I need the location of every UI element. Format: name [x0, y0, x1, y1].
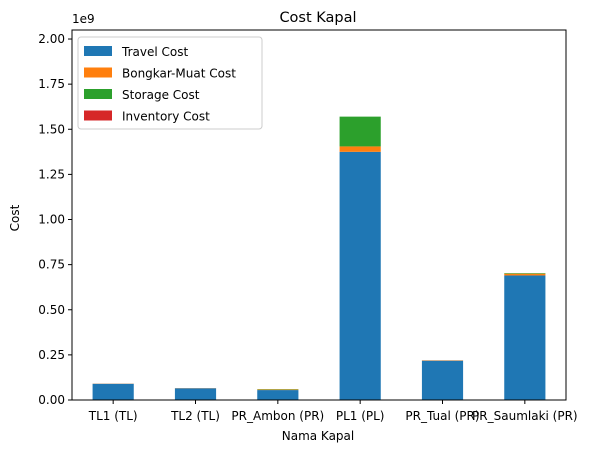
bar-segment-0-4 [421, 360, 464, 400]
bar-segment-1-2 [257, 389, 299, 391]
bars-group [92, 116, 546, 400]
bar-segment-2-5 [504, 273, 546, 274]
y-tick-label: 2.00 [38, 32, 65, 46]
x-axis-label: Nama Kapal [282, 429, 355, 443]
bar-segment-0-2 [257, 390, 299, 400]
legend-swatch [84, 46, 112, 56]
x-tick-label: PR_Ambon (PR) [231, 409, 324, 423]
y-tick-label: 0.50 [38, 303, 65, 317]
y-tick-label: 1.50 [38, 122, 65, 136]
legend: Travel Cost Bongkar-Muat Cost Storage Cost… [77, 36, 263, 130]
y-tick-label: 1.00 [38, 213, 65, 227]
y-axis-label: Cost [8, 204, 22, 231]
legend-swatch [84, 89, 112, 99]
legend-label: Bongkar-Muat Cost [122, 67, 236, 81]
y-tick-label: 0.00 [38, 393, 65, 407]
plot-frame [71, 29, 567, 401]
x-tick-label: PL1 (PL) [336, 409, 385, 423]
x-tick-label: TL2 (TL) [170, 409, 220, 423]
chart-title: Cost Kapal [279, 10, 356, 26]
legend-swatch [84, 110, 112, 121]
legend-label: Inventory Cost [122, 110, 210, 124]
bar-segment-0-3 [339, 151, 381, 400]
x-tick-label: TL1 (TL) [88, 409, 138, 423]
y-tick-label: 1.25 [38, 167, 65, 181]
y-tick-label: 0.75 [38, 258, 65, 272]
legend-swatch [84, 67, 112, 78]
x-tick-label: PR_Tual (PR) [405, 409, 479, 423]
y-ticks-group: 0.00 0.25 0.50 0.75 1.00 1.25 1.50 1.75 2.00 [38, 32, 72, 407]
legend-label: Storage Cost [122, 88, 200, 102]
bar-segment-0-0 [92, 383, 134, 400]
bar-segment-0-5 [504, 275, 546, 400]
axes-group [71, 29, 567, 401]
bar-segment-1-3 [339, 146, 381, 152]
bar-segment-2-3 [339, 116, 381, 147]
y-tick-label: 0.25 [38, 348, 65, 362]
x-ticks-group: TL1 (TL) TL2 (TL) PR_Ambon (PR) PL1 (PL) PR_… [88, 400, 578, 423]
bar-segment-0-1 [174, 388, 217, 400]
bar-segment-1-5 [504, 273, 546, 276]
legend-label: Travel Cost [121, 45, 188, 59]
y-axis-offset-text: 1e9 [72, 12, 95, 26]
y-tick-label: 1.75 [38, 77, 65, 91]
x-tick-label: PR_Saumlaki (PR) [472, 409, 578, 423]
legend-box [77, 36, 263, 130]
